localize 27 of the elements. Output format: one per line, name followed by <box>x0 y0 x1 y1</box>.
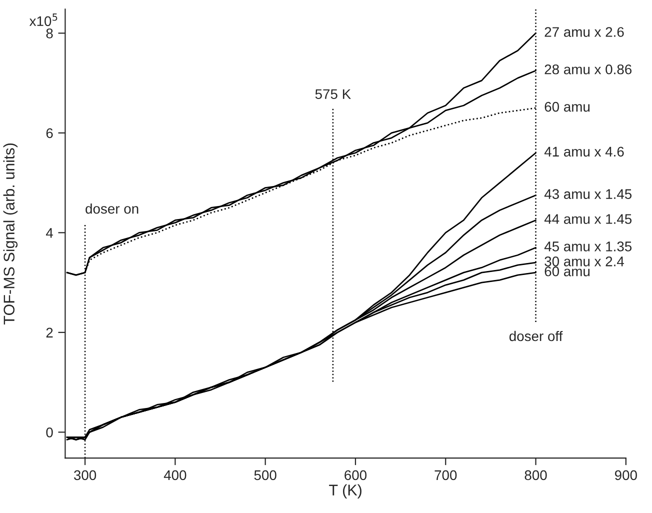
x-tick-label: 400 <box>164 470 186 480</box>
x-tick-label: 700 <box>434 470 457 480</box>
y-tick-label: 2 <box>46 328 53 338</box>
text: x10$^{5}$ <box>29 14 58 26</box>
series-label: 44 amu x 1.45 <box>544 214 632 224</box>
x-tick-label: 900 <box>614 470 637 480</box>
series-label: 60 amu <box>544 266 590 276</box>
y-tick-label: 8 <box>46 28 53 38</box>
y-tick-label: 0 <box>46 428 53 438</box>
x-axis-title: T (K) <box>329 484 362 498</box>
y-tick-label: 6 <box>46 128 53 138</box>
series-label: 41 amu x 4.6 <box>544 146 624 157</box>
series-label: 45 amu x 1.35 <box>544 242 632 252</box>
series-label: 60 amu <box>544 102 590 112</box>
x-tick-label: 800 <box>524 470 547 480</box>
y-axis-title: TOF-MS Signal (arb. units) <box>3 143 18 324</box>
series-label: 30 amu x 2.4 <box>544 256 624 266</box>
series-label: 43 amu x 1.45 <box>544 189 632 199</box>
x-tick-label: 500 <box>254 470 276 480</box>
series-label: 28 amu x 0.86 <box>544 64 632 74</box>
y-tick-label: 4 <box>46 228 53 238</box>
series-label: 27 amu x 2.6 <box>544 27 624 37</box>
ref-line-label: 575 K <box>315 89 351 100</box>
ref-line-label: doser off <box>509 330 563 342</box>
ref-line-label: doser on <box>86 204 138 214</box>
x-tick-label: 600 <box>344 470 367 480</box>
x-tick-label: 300 <box>74 470 96 480</box>
